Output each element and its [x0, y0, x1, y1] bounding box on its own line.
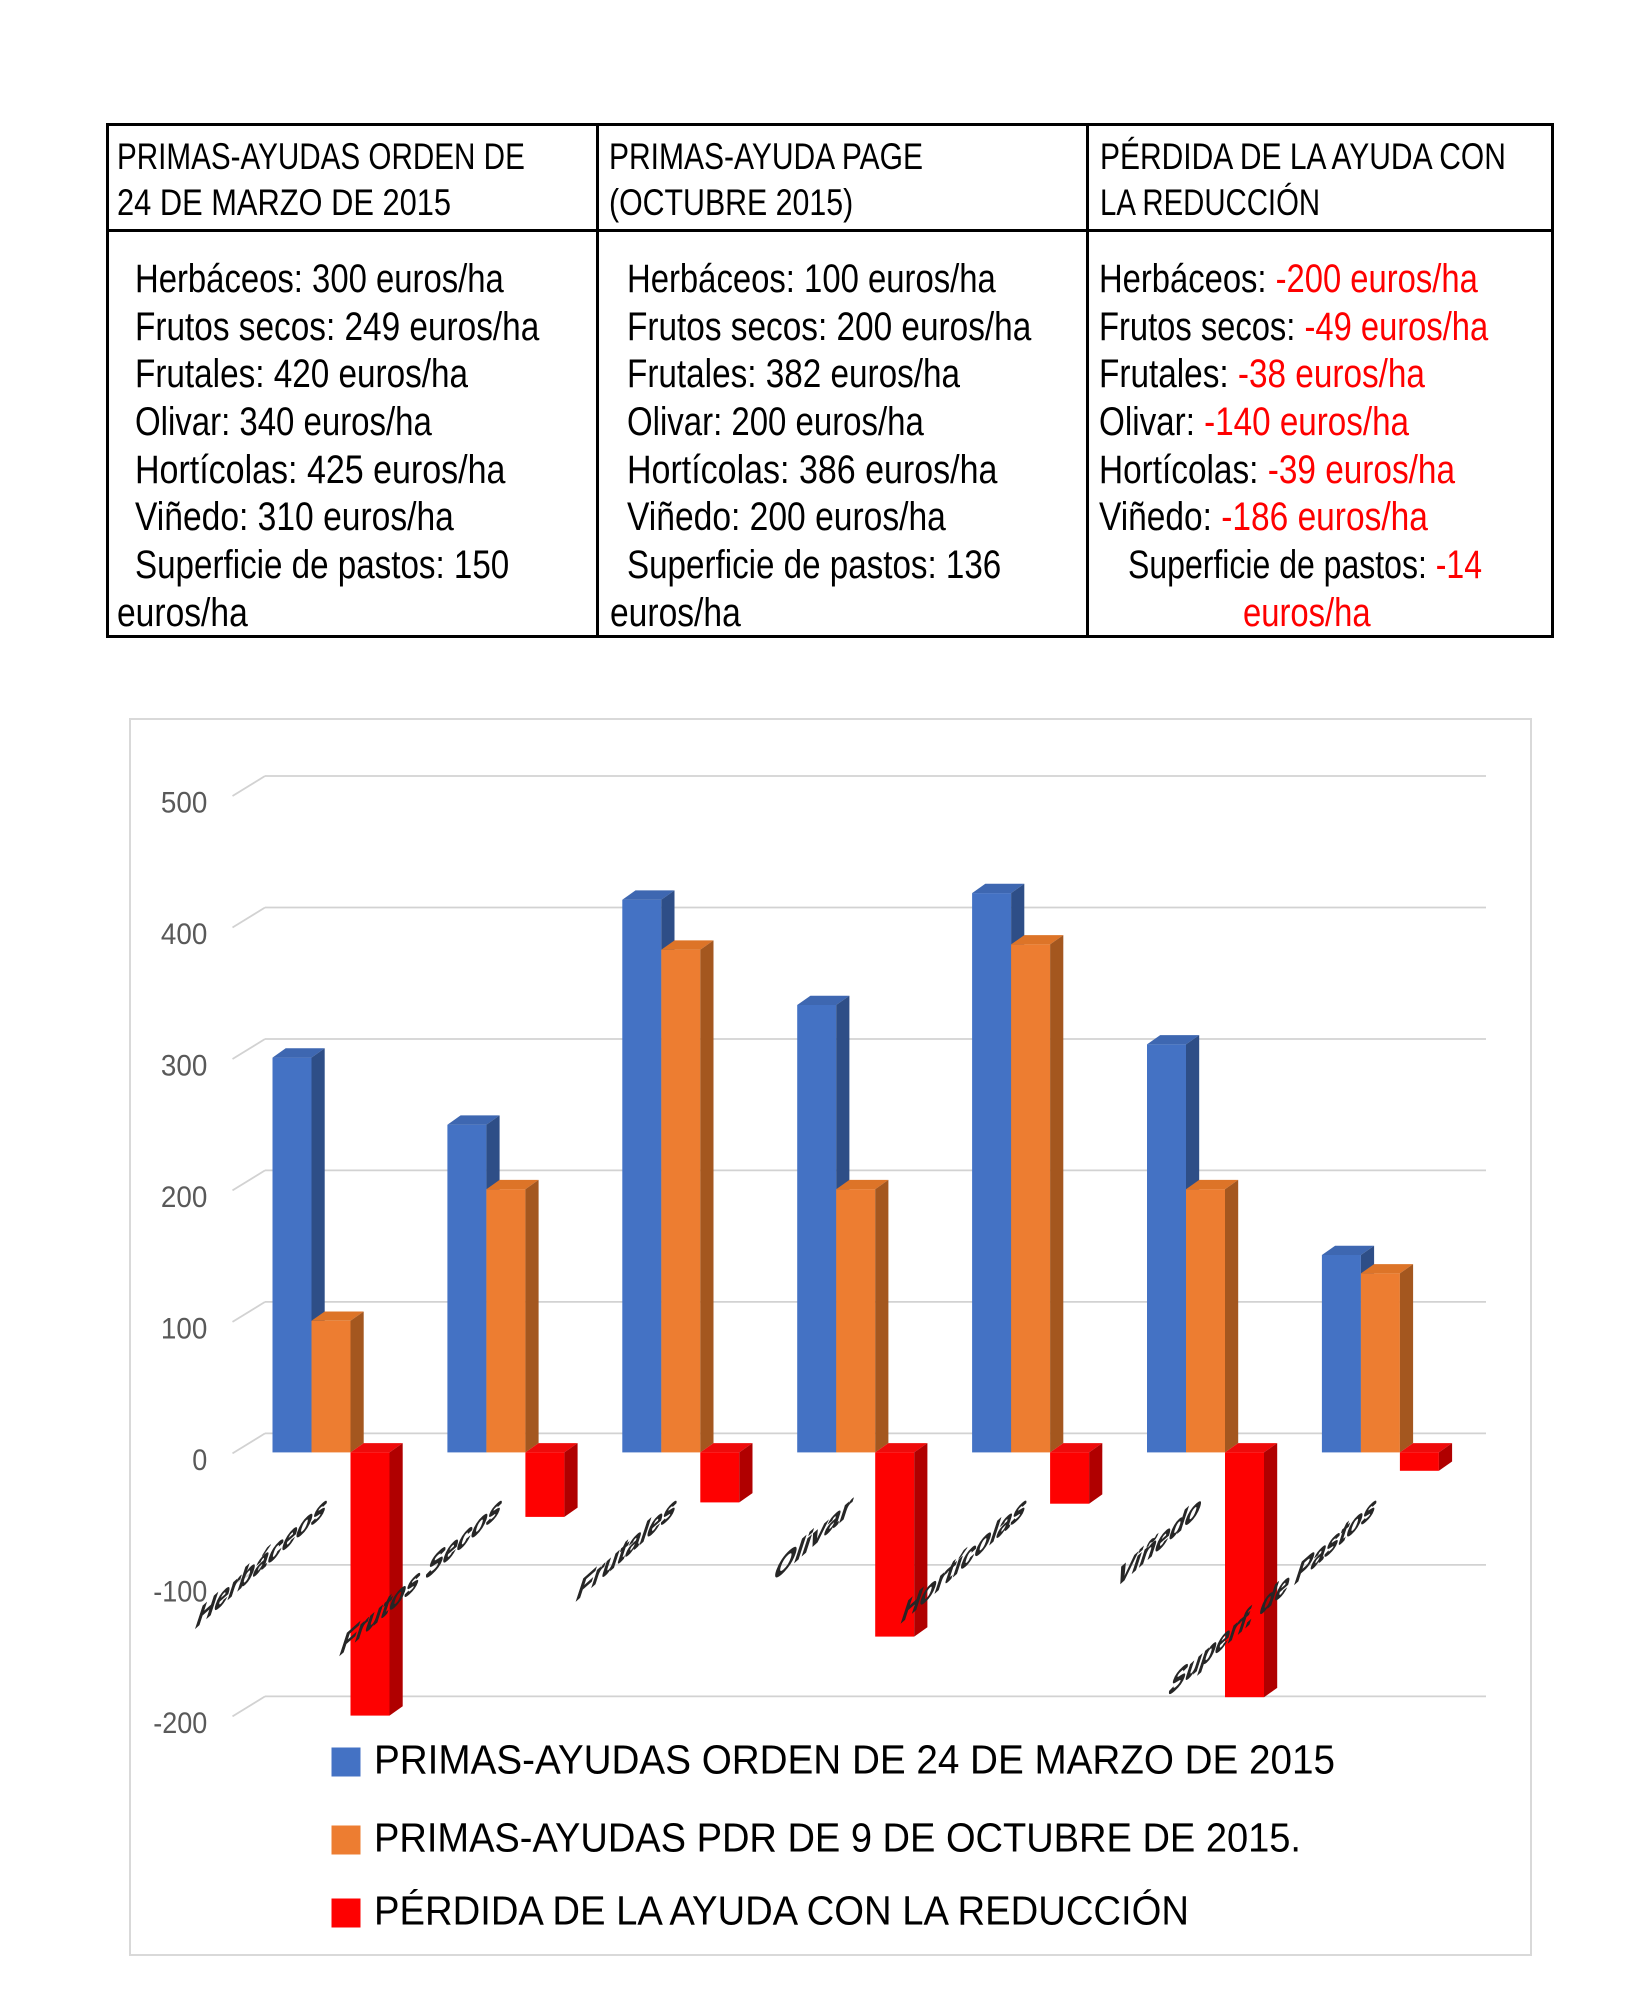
svg-text:0: 0: [192, 1444, 207, 1477]
svg-text:PRIMAS-AYUDAS ORDEN DE 24 DE M: PRIMAS-AYUDAS ORDEN DE 24 DE MARZO DE 20…: [374, 1737, 1335, 1783]
svg-text:PRIMAS-AYUDAS PDR DE 9 DE OCTU: PRIMAS-AYUDAS PDR DE 9 DE OCTUBRE DE 201…: [374, 1815, 1301, 1861]
svg-text:-200: -200: [153, 1707, 207, 1740]
svg-text:100: 100: [161, 1312, 207, 1345]
svg-text:500: 500: [161, 787, 207, 820]
svg-text:-100: -100: [153, 1575, 207, 1608]
svg-text:PÉRDIDA DE LA AYUDA CON LA RED: PÉRDIDA DE LA AYUDA CON LA REDUCCIÓN: [374, 1888, 1189, 1934]
svg-text:300: 300: [161, 1050, 207, 1083]
svg-text:400: 400: [161, 918, 207, 951]
svg-text:200: 200: [161, 1181, 207, 1214]
